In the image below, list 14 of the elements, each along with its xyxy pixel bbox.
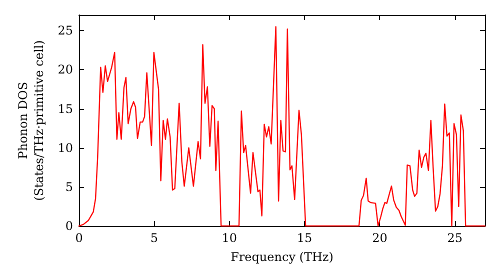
y-axis-title: Phonon DOS (States/THz·primitive cell) (16, 40, 46, 201)
x-axis-title: Frequency (THz) (230, 250, 334, 264)
y-tick-label: 10 (58, 140, 73, 155)
y-tick-label: 20 (58, 62, 73, 77)
x-tick-label: 15 (296, 231, 312, 245)
x-tick-label: 25 (447, 231, 463, 245)
y-tick-label: 5 (65, 180, 73, 194)
x-tick-label: 0 (75, 231, 83, 245)
y-tick-label: 15 (58, 102, 73, 116)
x-tick-label: 20 (372, 231, 388, 245)
y-tick-label: 25 (58, 24, 73, 38)
x-tick-label: 10 (222, 231, 238, 245)
x-tick-label: 5 (150, 231, 158, 245)
y-tick-label: 0 (65, 219, 73, 233)
